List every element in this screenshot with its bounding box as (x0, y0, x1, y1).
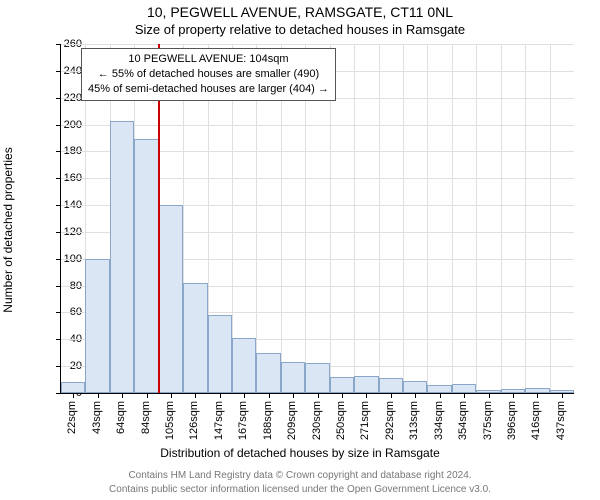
bar (379, 378, 403, 393)
x-tick-label: 147sqm (213, 401, 225, 440)
chart-title: 10, PEGWELL AVENUE, RAMSGATE, CT11 0NL (0, 4, 600, 20)
bar (330, 377, 354, 393)
bar (427, 385, 451, 393)
x-tick-label: 271sqm (359, 401, 371, 440)
x-tick-label: 64sqm (115, 401, 127, 434)
x-tick-label: 375sqm (482, 401, 494, 440)
bar (403, 381, 427, 393)
bar (281, 362, 305, 393)
credits: Contains HM Land Registry data © Crown c… (0, 469, 600, 496)
bar (85, 259, 109, 393)
x-tick-label: 250sqm (335, 401, 347, 440)
x-tick-label: 209sqm (286, 401, 298, 440)
chart-container: { "title_line1": "10, PEGWELL AVENUE, RA… (0, 0, 600, 500)
x-tick-label: 22sqm (66, 401, 78, 434)
bar (134, 139, 158, 393)
x-tick-label: 105sqm (164, 401, 176, 440)
bar (256, 353, 280, 393)
x-tick-label: 354sqm (457, 401, 469, 440)
credits-line-2: Contains public sector information licen… (0, 483, 600, 497)
x-tick-label: 188sqm (262, 401, 274, 440)
y-axis-label: Number of detached properties (1, 147, 15, 312)
annot-line-3: 45% of semi-detached houses are larger (… (88, 82, 329, 97)
bar (452, 384, 476, 393)
x-axis-label: Distribution of detached houses by size … (0, 446, 600, 460)
bar (354, 376, 378, 393)
x-tick-label: 167sqm (237, 401, 249, 440)
x-tick-label: 84sqm (140, 401, 152, 434)
x-tick-label: 313sqm (408, 401, 420, 440)
x-tick-label: 230sqm (311, 401, 323, 440)
bar (208, 315, 232, 393)
x-tick-label: 126sqm (188, 401, 200, 440)
bar (232, 338, 256, 393)
bar (61, 382, 85, 393)
plot-area: 10 PEGWELL AVENUE: 104sqm ← 55% of detac… (60, 44, 574, 394)
x-tick-label: 416sqm (530, 401, 542, 440)
credits-line-1: Contains HM Land Registry data © Crown c… (0, 469, 600, 483)
annot-line-2: ← 55% of detached houses are smaller (49… (88, 67, 329, 82)
annot-line-1: 10 PEGWELL AVENUE: 104sqm (88, 52, 329, 67)
x-tick-label: 334sqm (433, 401, 445, 440)
x-tick-label: 437sqm (555, 401, 567, 440)
bar (110, 121, 134, 393)
bar (305, 363, 329, 393)
bar (183, 283, 207, 393)
x-tick-label: 292sqm (384, 401, 396, 440)
chart-subtitle: Size of property relative to detached ho… (0, 22, 600, 37)
x-tick-label: 43sqm (91, 401, 103, 434)
x-tick-label: 396sqm (506, 401, 518, 440)
bar (159, 205, 183, 393)
annotation-box: 10 PEGWELL AVENUE: 104sqm ← 55% of detac… (81, 48, 336, 101)
